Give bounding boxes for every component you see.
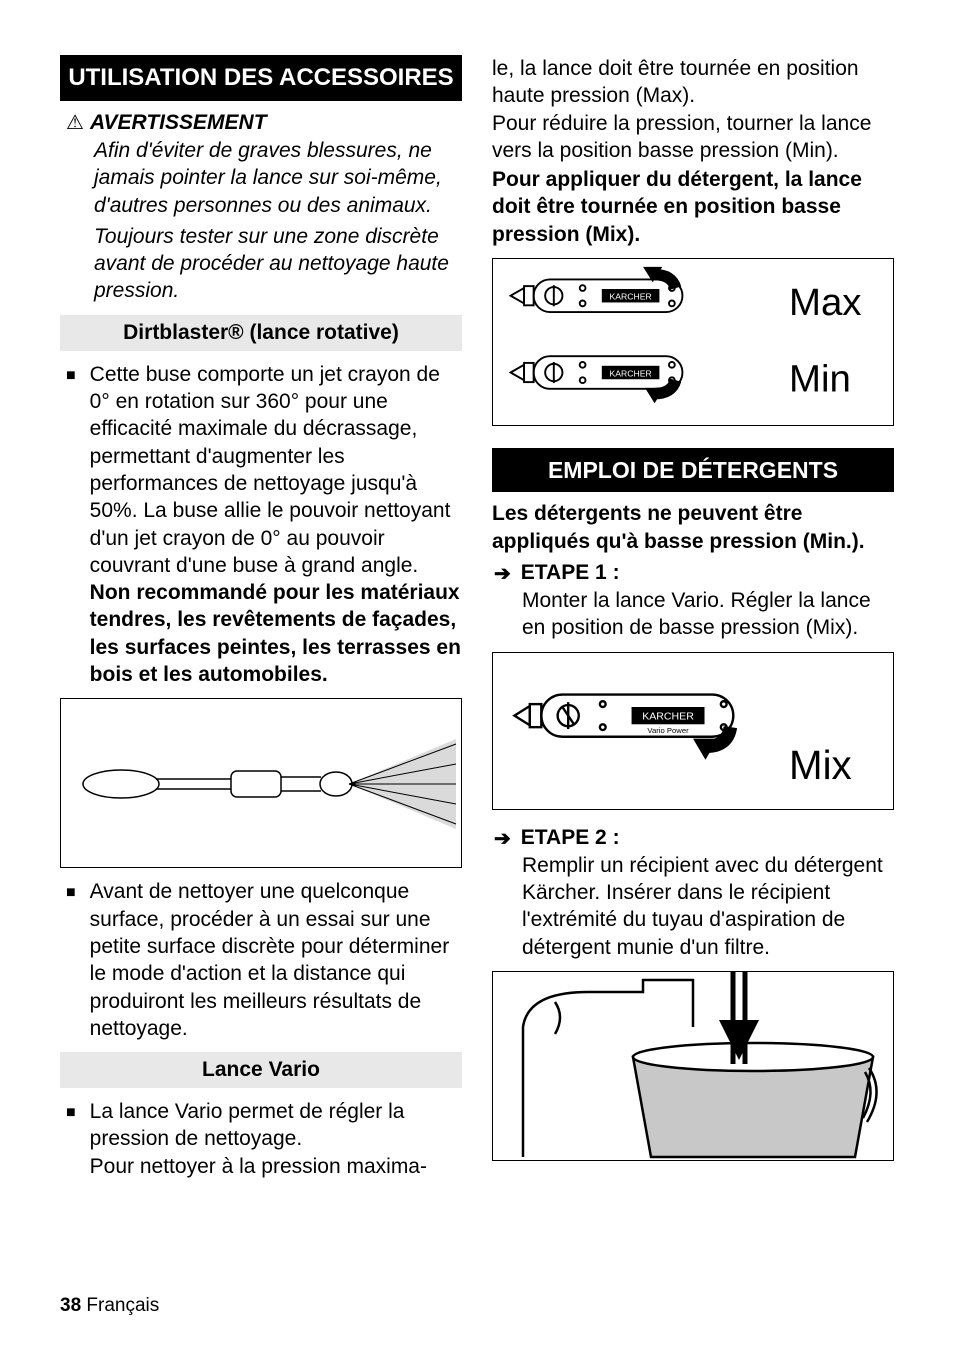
label-max: Max: [789, 281, 862, 324]
top-para-1: le, la lance doit être tournée en positi…: [492, 55, 894, 110]
right-column: le, la lance doit être tournée en positi…: [492, 55, 894, 1180]
figure-max-min: KARCHER Max: [492, 258, 894, 426]
section-title-detergents: EMPLOI DE DÉTERGENTS: [492, 448, 894, 493]
before-clean-text: Avant de nettoyer une quelconque surface…: [90, 878, 462, 1042]
warning-body-2: Toujours tester sur une zone discrète av…: [60, 223, 462, 305]
figure-dirtblaster: [60, 698, 462, 868]
figure-container: [492, 971, 894, 1161]
label-mix: Mix: [789, 742, 852, 788]
step-1-row: ➔ ETAPE 1 :: [492, 559, 894, 587]
warning-header: ⚠ AVERTISSEMENT: [60, 111, 462, 135]
bullet-icon: ■: [66, 366, 76, 387]
bullet-icon: ■: [66, 883, 76, 904]
top-bold: Pour appliquer du détergent, la lance do…: [492, 166, 894, 248]
left-column: UTILISATION DES ACCESSOIRES ⚠ AVERTISSEM…: [60, 55, 462, 1180]
step-1-label: ETAPE 1 :: [521, 559, 620, 586]
dirtblaster-bold: Non recommandé pour les matériaux tendre…: [90, 581, 461, 686]
svg-text:Vario Power: Vario Power: [647, 726, 689, 735]
step-2-body: Remplir un récipient avec du détergent K…: [492, 852, 894, 961]
svg-text:KARCHER: KARCHER: [610, 292, 652, 302]
section-title-accessories: UTILISATION DES ACCESSOIRES: [60, 55, 462, 101]
page-footer: 38 Français: [60, 1295, 159, 1317]
label-min: Min: [789, 358, 851, 401]
arrow-icon: ➔: [494, 561, 511, 587]
figure-mix: KARCHER Vario Power Mix: [492, 652, 894, 810]
before-clean-bullet: ■ Avant de nettoyer une quelconque surfa…: [60, 878, 462, 1042]
bullet-icon: ■: [66, 1103, 76, 1124]
top-para-2: Pour réduire la pression, tourner la lan…: [492, 110, 894, 165]
lance-vario-text: La lance Vario permet de régler la press…: [90, 1098, 462, 1180]
arrow-icon: ➔: [494, 826, 511, 852]
step-2-row: ➔ ETAPE 2 :: [492, 824, 894, 852]
page-language: Français: [86, 1295, 159, 1316]
dirtblaster-text: Cette buse comporte un jet crayon de 0° …: [90, 363, 451, 577]
warning-body-1: Afin d'éviter de graves blessures, ne ja…: [60, 137, 462, 219]
lance-vario-heading: Lance Vario: [60, 1052, 462, 1088]
warning-icon: ⚠: [66, 111, 84, 135]
step-2-label: ETAPE 2 :: [521, 824, 620, 851]
svg-text:KARCHER: KARCHER: [610, 368, 652, 378]
detergent-intro: Les détergents ne peuvent être appliqués…: [492, 500, 894, 555]
dirtblaster-heading: Dirtblaster® (lance rotative): [60, 315, 462, 351]
lance-vario-bullet: ■ La lance Vario permet de régler la pre…: [60, 1098, 462, 1180]
dirtblaster-bullet: ■ Cette buse comporte un jet crayon de 0…: [60, 361, 462, 689]
svg-text:KARCHER: KARCHER: [642, 710, 694, 722]
warning-label: AVERTISSEMENT: [90, 111, 267, 135]
page-number: 38: [60, 1295, 81, 1316]
step-1-body: Monter la lance Vario. Régler la lance e…: [492, 587, 894, 642]
